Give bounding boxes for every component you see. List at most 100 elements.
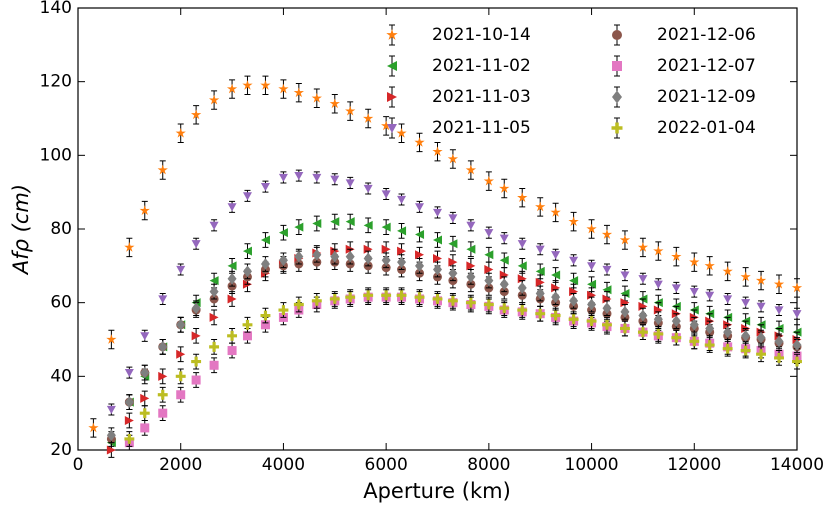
marker	[432, 146, 443, 157]
marker	[191, 375, 201, 385]
marker	[381, 190, 391, 199]
legend-marker	[387, 61, 397, 71]
marker	[484, 274, 494, 287]
marker	[209, 341, 220, 352]
marker	[550, 310, 561, 321]
y-tick-label: 40	[50, 366, 72, 386]
marker	[517, 192, 528, 203]
marker	[260, 235, 270, 245]
marker	[293, 299, 304, 310]
x-tick-label: 6000	[365, 455, 408, 475]
marker	[689, 318, 699, 331]
legend-marker	[386, 29, 398, 40]
marker	[535, 277, 545, 287]
marker	[124, 369, 134, 378]
marker	[227, 261, 237, 271]
marker	[124, 242, 135, 252]
marker	[586, 316, 597, 327]
marker	[723, 326, 733, 338]
y-tick-label: 60	[50, 293, 72, 313]
marker	[329, 98, 340, 109]
marker	[209, 360, 219, 370]
legend-marker	[612, 61, 622, 71]
marker	[653, 280, 663, 289]
marker	[741, 329, 751, 342]
marker	[568, 314, 579, 325]
legend-label: 2021-10-14	[432, 25, 531, 45]
marker	[227, 294, 237, 304]
marker	[242, 192, 252, 201]
marker	[535, 201, 546, 212]
marker	[381, 290, 392, 301]
marker	[209, 276, 219, 286]
marker	[124, 434, 135, 444]
marker	[227, 272, 237, 285]
x-axis-label: Aperture (km)	[363, 479, 511, 503]
marker	[415, 259, 425, 272]
marker	[312, 218, 322, 228]
marker	[484, 265, 494, 275]
x-tick-label: 12000	[667, 455, 721, 475]
marker	[415, 230, 425, 240]
legend-marker	[612, 30, 622, 40]
legend-marker	[387, 92, 397, 102]
marker	[447, 295, 458, 306]
marker	[294, 171, 304, 181]
marker	[414, 137, 425, 147]
marker	[140, 366, 150, 379]
marker	[535, 308, 546, 319]
legend-marker	[612, 90, 622, 104]
marker	[415, 250, 425, 260]
marker	[671, 284, 681, 293]
marker	[242, 331, 252, 341]
y-tick-label: 140	[40, 0, 72, 18]
marker	[587, 262, 597, 271]
marker	[653, 245, 664, 256]
marker	[671, 251, 682, 261]
marker	[499, 255, 509, 265]
marker	[755, 275, 767, 285]
marker	[260, 258, 270, 270]
marks	[88, 75, 803, 458]
marker	[293, 87, 304, 98]
marker	[704, 260, 715, 271]
marker	[397, 246, 407, 256]
marker	[722, 343, 733, 354]
marker	[158, 341, 168, 353]
legend-marker	[611, 122, 623, 134]
marker	[294, 222, 304, 232]
marker	[466, 244, 476, 254]
marker	[483, 175, 494, 186]
marker	[278, 305, 289, 315]
marker	[774, 352, 784, 363]
marker	[396, 127, 407, 138]
marker	[535, 266, 545, 276]
marker	[345, 292, 356, 303]
marker	[517, 240, 527, 249]
marker	[671, 332, 682, 343]
legend-label: 2021-12-06	[657, 25, 756, 45]
marker	[448, 239, 458, 249]
marker	[140, 332, 150, 341]
marker	[329, 294, 340, 304]
marker	[140, 393, 150, 403]
marker	[345, 179, 355, 188]
marker	[741, 299, 751, 308]
legend-label: 2021-11-02	[432, 56, 531, 76]
marker	[330, 250, 340, 263]
marker	[139, 205, 150, 215]
marker	[722, 265, 733, 276]
marker	[568, 216, 579, 227]
marker	[260, 183, 270, 192]
marker	[363, 290, 374, 301]
marker	[433, 253, 442, 263]
legend-label: 2021-12-09	[657, 87, 756, 107]
marker	[791, 282, 803, 293]
legend: 2021-10-14 2021-11-02 2021-11-03 2021-11-05…	[386, 24, 756, 139]
marker	[176, 390, 186, 400]
y-tick-label: 120	[40, 72, 72, 92]
marker	[157, 389, 168, 400]
marker	[447, 153, 459, 164]
y-tick-label: 80	[50, 219, 72, 239]
